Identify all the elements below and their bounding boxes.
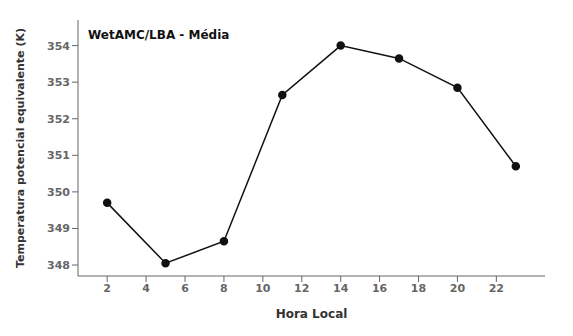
svg-text:353: 353 [47,76,70,89]
svg-text:6: 6 [181,282,189,295]
svg-text:20: 20 [450,282,466,295]
svg-text:22: 22 [489,282,504,295]
svg-text:18: 18 [411,282,426,295]
svg-text:2: 2 [103,282,111,295]
svg-text:14: 14 [333,282,349,295]
svg-text:12: 12 [294,282,309,295]
svg-text:Temperatura potencial equivale: Temperatura potencial equivalente (K) [14,28,27,268]
svg-text:8: 8 [220,282,228,295]
svg-text:352: 352 [47,113,70,126]
svg-text:Hora Local: Hora Local [276,307,348,321]
svg-text:350: 350 [47,186,70,199]
svg-text:349: 349 [47,222,70,235]
svg-text:351: 351 [47,149,70,162]
svg-text:WetAMC/LBA - Média: WetAMC/LBA - Média [88,28,229,42]
svg-text:16: 16 [372,282,388,295]
svg-text:10: 10 [255,282,271,295]
svg-text:4: 4 [142,282,150,295]
svg-text:348: 348 [47,259,70,272]
svg-text:354: 354 [47,40,70,53]
